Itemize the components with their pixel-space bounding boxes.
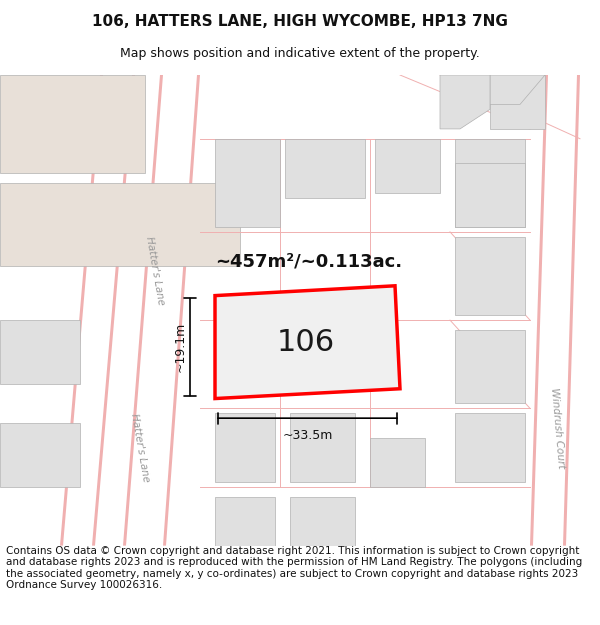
Polygon shape <box>92 75 135 546</box>
Text: ~19.1m: ~19.1m <box>174 322 187 372</box>
Polygon shape <box>0 183 240 266</box>
Bar <box>285 139 365 198</box>
Bar <box>215 413 275 482</box>
Polygon shape <box>490 75 545 104</box>
Bar <box>375 139 440 192</box>
Polygon shape <box>60 75 103 546</box>
Polygon shape <box>530 75 580 546</box>
Polygon shape <box>440 75 490 129</box>
Text: Hatter's Lane: Hatter's Lane <box>144 236 166 306</box>
Bar <box>290 497 355 546</box>
Bar <box>455 139 525 227</box>
Polygon shape <box>530 75 548 546</box>
Polygon shape <box>0 75 145 173</box>
Text: 106: 106 <box>277 328 335 357</box>
Bar <box>370 438 425 487</box>
Bar <box>215 497 275 546</box>
Bar <box>455 163 525 227</box>
Text: Hatter's Lane: Hatter's Lane <box>129 412 151 482</box>
Bar <box>455 330 525 404</box>
Polygon shape <box>215 286 400 399</box>
Polygon shape <box>563 75 580 546</box>
Text: 106, HATTERS LANE, HIGH WYCOMBE, HP13 7NG: 106, HATTERS LANE, HIGH WYCOMBE, HP13 7N… <box>92 14 508 29</box>
Bar <box>0 320 80 384</box>
Bar <box>290 413 355 482</box>
Bar <box>215 139 280 227</box>
Text: ~33.5m: ~33.5m <box>283 429 332 442</box>
Text: Windrush Court: Windrush Court <box>550 387 566 469</box>
Polygon shape <box>123 75 163 546</box>
Text: Map shows position and indicative extent of the property.: Map shows position and indicative extent… <box>120 48 480 61</box>
Polygon shape <box>60 75 135 546</box>
Text: Contains OS data © Crown copyright and database right 2021. This information is : Contains OS data © Crown copyright and d… <box>6 546 582 591</box>
Bar <box>455 237 525 315</box>
Polygon shape <box>163 75 200 546</box>
Polygon shape <box>490 75 545 129</box>
Bar <box>455 413 525 482</box>
Text: ~457m²/~0.113ac.: ~457m²/~0.113ac. <box>215 253 402 270</box>
Bar <box>0 423 80 487</box>
Polygon shape <box>125 75 200 546</box>
